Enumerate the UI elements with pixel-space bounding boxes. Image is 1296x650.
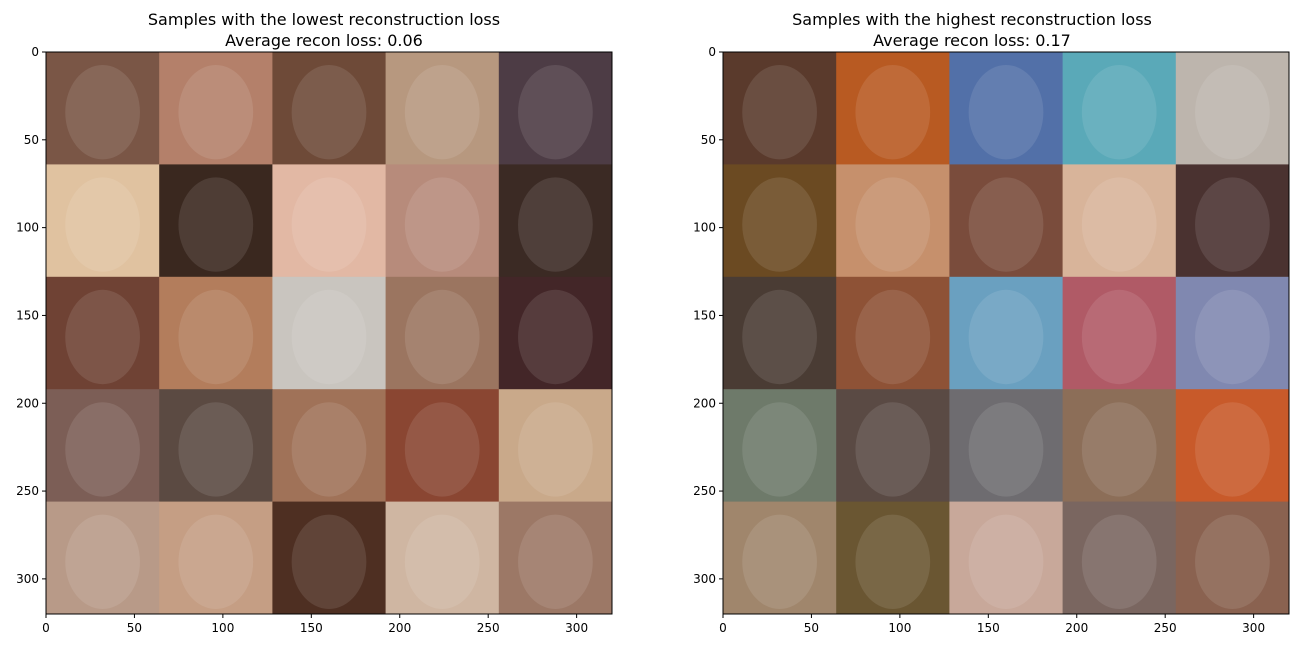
panel-lowest-loss: Samples with the lowest reconstruction l… (16, 10, 613, 635)
image-tile (272, 501, 387, 615)
y-tick-label: 250 (693, 484, 716, 498)
image-tile (949, 52, 1064, 165)
image-tile (836, 164, 950, 278)
x-tick-label: 50 (804, 621, 819, 635)
y-tick-label: 0 (708, 45, 716, 59)
image-tile (723, 389, 837, 503)
x-tick-label: 300 (1242, 621, 1265, 635)
chart-title-line1: Samples with the highest reconstruction … (792, 10, 1152, 29)
image-tile (46, 164, 160, 278)
image-tile (836, 501, 950, 615)
image-tile (1062, 164, 1177, 278)
x-tick-label: 200 (1065, 621, 1088, 635)
image-tile (385, 276, 500, 390)
image-tile (272, 52, 387, 165)
image-tile (498, 164, 613, 278)
image-tile (498, 52, 613, 165)
image-tile (498, 389, 613, 503)
image-tile (1175, 389, 1290, 503)
image-tile (836, 276, 950, 390)
image-grid-plot: 0 50 100 150 200 250 300 0 50 100 150 200 250 300 (16, 45, 613, 635)
image-tile (723, 164, 837, 278)
x-tick-label: 100 (888, 621, 911, 635)
image-tile (385, 501, 500, 615)
image-tile (385, 164, 500, 278)
image-tile (159, 501, 273, 615)
image-tile (723, 501, 837, 615)
x-tick-label: 150 (300, 621, 323, 635)
image-tile (272, 276, 387, 390)
image-tile (723, 52, 837, 165)
image-tile (159, 164, 273, 278)
x-tick-label: 0 (42, 621, 50, 635)
image-tile (949, 276, 1064, 390)
x-tick-label: 100 (211, 621, 234, 635)
image-tile (1062, 52, 1177, 165)
image-tile (1062, 501, 1177, 615)
image-tile (1062, 276, 1177, 390)
image-tile (1175, 501, 1290, 615)
y-tick-label: 150 (16, 308, 39, 322)
x-tick-label: 200 (388, 621, 411, 635)
image-grid-plot: 0 50 100 150 200 250 300 0 50 100 150 200 250 300 (693, 45, 1290, 635)
x-tick-label: 50 (127, 621, 142, 635)
image-tile (1175, 52, 1290, 165)
image-tile (949, 164, 1064, 278)
image-tile (498, 276, 613, 390)
chart-title-line2: Average recon loss: 0.06 (225, 31, 423, 50)
image-tile (949, 389, 1064, 503)
image-tile (46, 389, 160, 503)
image-tile (836, 52, 950, 165)
y-tick-label: 100 (16, 221, 39, 235)
panel-highest-loss: Samples with the highest reconstruction … (648, 0, 1296, 650)
y-tick-label: 50 (24, 133, 39, 147)
y-tick-label: 100 (693, 221, 716, 235)
y-tick-label: 0 (31, 45, 39, 59)
image-tile (498, 501, 613, 615)
image-tile (272, 389, 387, 503)
y-tick-label: 300 (16, 572, 39, 586)
x-tick-label: 0 (719, 621, 727, 635)
chart-title-line2: Average recon loss: 0.17 (873, 31, 1071, 50)
y-tick-label: 200 (16, 396, 39, 410)
image-tile (1175, 276, 1290, 390)
image-tile (949, 501, 1064, 615)
x-tick-label: 300 (565, 621, 588, 635)
y-tick-label: 300 (693, 572, 716, 586)
y-tick-label: 50 (701, 133, 716, 147)
axes-frame (722, 51, 1290, 615)
image-tile (159, 389, 273, 503)
image-tile (159, 276, 273, 390)
image-tile (385, 389, 500, 503)
y-tick-label: 150 (693, 308, 716, 322)
image-tile (385, 52, 500, 165)
image-tile (272, 164, 387, 278)
image-tile (159, 52, 273, 165)
chart-title-line1: Samples with the lowest reconstruction l… (147, 10, 501, 29)
y-tick-label: 250 (16, 484, 39, 498)
image-tile (1062, 389, 1177, 503)
axes-frame (45, 51, 613, 615)
y-tick-label: 200 (693, 396, 716, 410)
image-tile (46, 501, 160, 615)
x-tick-label: 250 (1154, 621, 1177, 635)
x-tick-label: 150 (977, 621, 1000, 635)
image-tile (46, 276, 160, 390)
x-tick-label: 250 (477, 621, 500, 635)
image-tile (836, 389, 950, 503)
image-tile (723, 276, 837, 390)
image-tile (1175, 164, 1290, 278)
image-tile (46, 52, 160, 165)
